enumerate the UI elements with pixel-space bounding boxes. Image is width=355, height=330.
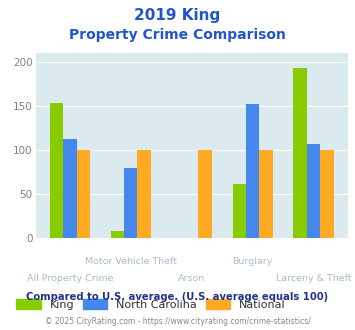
Bar (294, 68, 307, 238)
Bar (50, 103, 63, 238)
Text: Motor Vehicle Theft: Motor Vehicle Theft (85, 257, 177, 266)
Text: © 2025 CityRating.com - https://www.cityrating.com/crime-statistics/: © 2025 CityRating.com - https://www.city… (45, 317, 310, 326)
Text: Property Crime Comparison: Property Crime Comparison (69, 28, 286, 42)
Bar (137, 149, 151, 238)
Text: Arson: Arson (178, 274, 205, 283)
Bar (260, 149, 273, 238)
Bar (307, 144, 320, 238)
Text: Burglary: Burglary (233, 257, 273, 266)
Bar (320, 149, 334, 238)
Bar (246, 104, 260, 238)
Bar (63, 139, 77, 238)
Text: Larceny & Theft: Larceny & Theft (276, 274, 351, 283)
Text: All Property Crime: All Property Crime (27, 274, 113, 283)
Text: 2019 King: 2019 King (135, 8, 220, 23)
Legend: King, North Carolina, National: King, North Carolina, National (16, 299, 286, 310)
Text: Compared to U.S. average. (U.S. average equals 100): Compared to U.S. average. (U.S. average … (26, 292, 329, 302)
Bar (124, 168, 137, 238)
Bar (233, 184, 246, 238)
Bar (198, 149, 212, 238)
Bar (111, 231, 124, 238)
Bar (77, 149, 90, 238)
